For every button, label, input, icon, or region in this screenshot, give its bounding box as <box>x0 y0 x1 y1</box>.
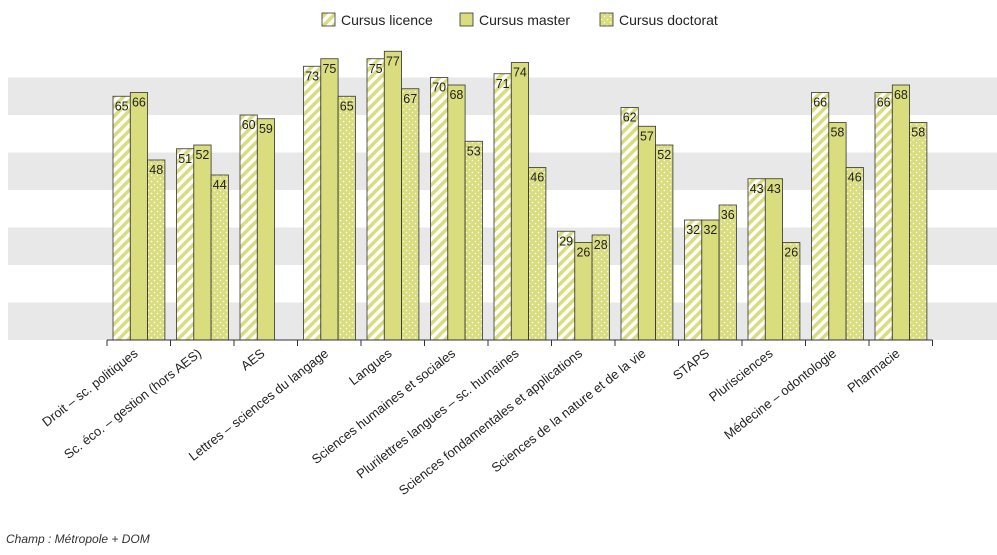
data-label: 75 <box>369 62 383 76</box>
data-label: 60 <box>242 118 256 132</box>
bar <box>493 73 512 341</box>
data-label: 65 <box>115 99 129 113</box>
x-tick-label: Médecine – odontologie <box>721 346 839 443</box>
data-label: 74 <box>513 66 527 80</box>
bar <box>320 58 339 341</box>
data-label: 48 <box>149 163 163 177</box>
legend-label: Cursus master <box>479 12 570 28</box>
data-label: 67 <box>403 92 417 106</box>
bar <box>447 84 466 341</box>
data-label: 66 <box>877 96 891 110</box>
data-label: 75 <box>322 62 336 76</box>
data-label: 26 <box>576 246 590 260</box>
bar <box>366 58 385 341</box>
data-label: 68 <box>894 88 908 102</box>
data-label: 43 <box>767 182 781 196</box>
bar <box>909 122 928 341</box>
bar <box>129 92 149 341</box>
data-label: 65 <box>340 99 354 113</box>
bar <box>747 178 766 341</box>
bar <box>718 204 737 341</box>
bar <box>811 92 830 341</box>
bar <box>176 148 195 341</box>
bar <box>239 114 258 341</box>
bar <box>430 77 449 341</box>
bar <box>337 95 356 341</box>
data-label: 66 <box>813 96 827 110</box>
data-label: 52 <box>657 148 671 162</box>
bar <box>528 167 547 341</box>
footnote: Champ : Métropole + DOM <box>6 532 150 546</box>
data-label: 52 <box>195 148 209 162</box>
bar <box>891 84 910 341</box>
bar <box>655 144 674 341</box>
bar <box>701 219 720 341</box>
data-label: 58 <box>830 126 844 140</box>
data-label: 26 <box>784 246 798 260</box>
bar <box>193 144 212 341</box>
x-tick-label: Langues <box>346 345 395 388</box>
bar <box>828 122 847 341</box>
bar <box>303 65 322 341</box>
data-label: 66 <box>132 96 146 110</box>
data-label: 73 <box>305 69 319 83</box>
bar <box>510 62 529 341</box>
data-label: 43 <box>750 182 764 196</box>
x-tick-label: STAPS <box>670 345 712 383</box>
bar <box>637 125 656 341</box>
data-label: 70 <box>432 81 446 95</box>
data-label: 57 <box>640 129 654 143</box>
data-label: 77 <box>386 54 400 68</box>
legend-swatch <box>321 12 336 27</box>
bar <box>874 92 893 341</box>
bar <box>112 95 131 341</box>
data-label: 32 <box>686 223 700 237</box>
legend-label: Cursus licence <box>341 12 433 28</box>
bar <box>383 50 402 341</box>
data-label: 29 <box>559 234 573 248</box>
data-label: 68 <box>449 88 463 102</box>
x-tick-label: AES <box>238 345 268 373</box>
data-label: 28 <box>594 238 608 252</box>
legend-label: Cursus doctorat <box>619 12 718 28</box>
bar <box>401 88 420 341</box>
bar <box>464 140 483 341</box>
data-label: 46 <box>530 171 544 185</box>
data-label: 46 <box>848 171 862 185</box>
bar <box>256 118 275 341</box>
data-label: 58 <box>911 126 925 140</box>
x-tick-label: Pharmacie <box>844 346 902 396</box>
data-label: 59 <box>259 122 273 136</box>
legend: Cursus licence Cursus master Cursus doctor… <box>321 12 718 28</box>
data-label: 32 <box>703 223 717 237</box>
bar <box>684 219 703 341</box>
data-label: 51 <box>178 152 192 166</box>
data-label: 36 <box>721 208 735 222</box>
data-label: 62 <box>623 111 637 125</box>
legend-swatch <box>599 12 614 27</box>
bar <box>147 159 166 341</box>
data-label: 53 <box>467 144 481 158</box>
data-label: 44 <box>213 178 227 192</box>
data-label: 71 <box>496 77 510 91</box>
bar <box>764 178 783 341</box>
bar <box>620 107 639 341</box>
bar <box>845 167 864 341</box>
bar <box>210 174 229 341</box>
legend-swatch <box>459 12 474 27</box>
